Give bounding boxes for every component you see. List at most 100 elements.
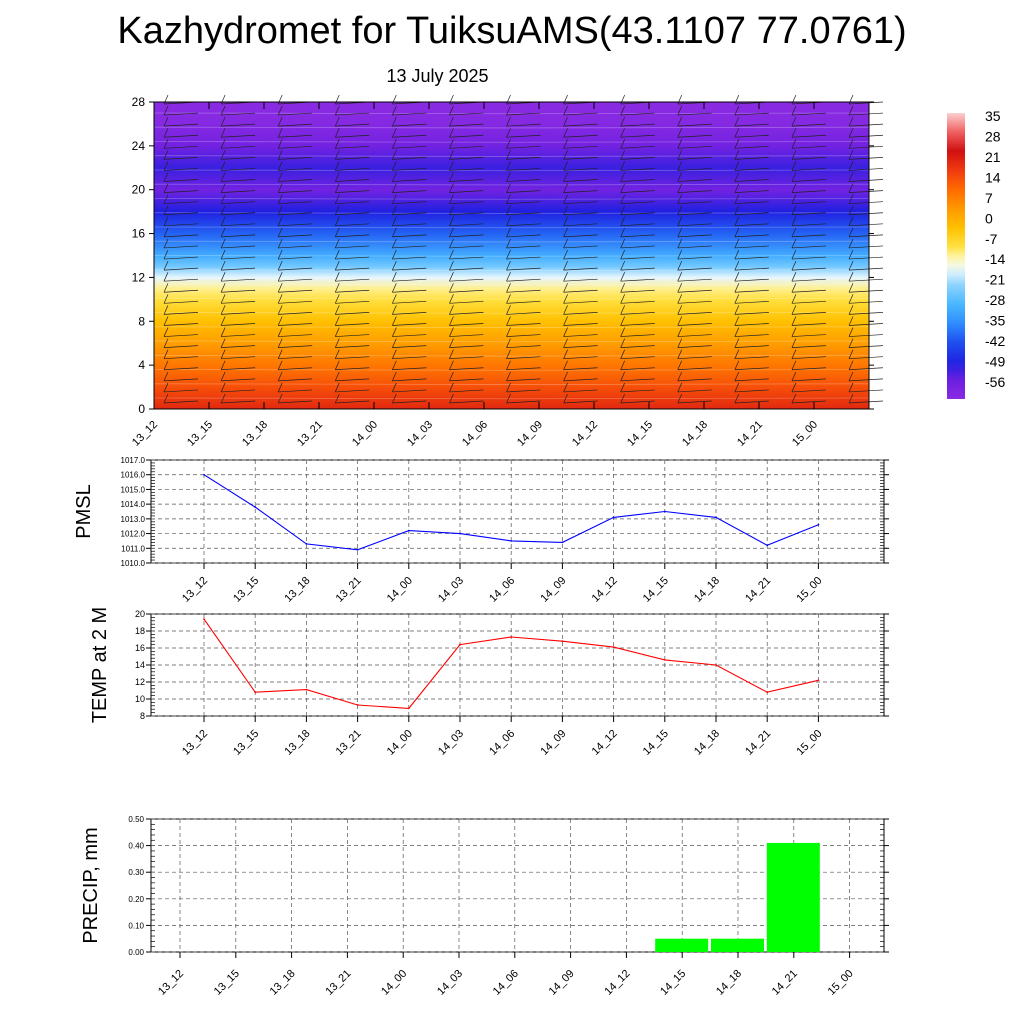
wind-barb [335,267,370,271]
wind-barb-flag [734,360,740,370]
wind-barb [449,190,484,193]
wind-barb-flag [277,338,283,348]
wind-barb [278,289,313,293]
wind-barb-flag [163,117,169,127]
wind-barb [563,190,598,193]
wind-barb-flag [563,128,568,138]
wind-barb [449,267,484,271]
wind-barb-flag [734,316,740,326]
wind-barb-flag [334,260,340,271]
wind-barb [163,389,199,393]
wind-barb-flag [848,327,854,337]
wind-barb [734,400,769,404]
wind-barb-flag [506,349,511,359]
wind-barb-flag [334,316,340,326]
wind-barb-flag [334,172,340,182]
contour-line [153,255,870,257]
wind-barb [449,256,484,260]
wind-barb [392,157,427,160]
wind-barb-flag [677,305,683,315]
x-tick-label: 14_12 [602,968,632,998]
wind-barb [734,289,769,293]
wind-barb-flag [734,216,740,226]
wind-barb-flag [392,272,397,282]
y-tick-label: 24 [132,139,146,153]
wind-barb-flag [220,393,226,404]
wind-barb [848,201,884,205]
x-tick-label: 14_12 [590,728,620,758]
wind-barb [791,168,826,171]
wind-barb-flag [848,371,854,381]
wind-barb-flag [791,338,797,348]
x-tick-label: 14_03 [435,968,465,998]
wind-barb-flag [392,227,397,238]
wind-barb [449,367,484,371]
wind-barb [506,256,541,260]
wind-barb [392,400,427,404]
wind-barb-flag [220,105,226,116]
y-tick-label: 0.50 [128,815,144,824]
wind-barb-flag [392,260,397,271]
y-tick-label: 1011.0 [121,544,145,553]
wind-barb-flag [277,371,283,381]
x-tick-label: 14_06 [487,728,517,758]
wind-barb [163,323,199,326]
wind-barb-flag [449,382,454,393]
colorbar-label: 35 [985,108,1001,124]
wind-barb-flag [563,139,568,149]
wind-barb [848,101,884,105]
precipitation-panel: 0.00 0.10 0.20 0.30 0.40 0.50 13_12 13_15 13_18 1… [80,815,889,998]
wind-barb [449,400,484,404]
contour-line [153,183,870,186]
wind-barb [335,134,370,138]
wind-barb-flag [449,216,454,226]
wind-barb-flag [677,327,683,337]
wind-barb-flag [620,249,625,260]
wind-barb [278,201,313,205]
wind-barb-flag [734,349,740,359]
wind-barb-flag [392,393,397,404]
x-tick-label: 14_18 [680,419,710,449]
wind-barb [848,345,884,348]
wind-barb-flag [392,316,397,326]
wind-barb-flag [677,150,683,160]
y-tick-label: 0 [138,402,145,416]
wind-barb-flag [449,305,454,315]
wind-barb-flag [677,183,683,193]
wind-barb-flag [563,183,568,193]
wind-barb [563,134,598,138]
wind-barb [848,334,884,337]
x-tick-label: 14_06 [491,968,521,998]
wind-barb [163,289,199,293]
wind-barb [278,367,313,371]
wind-barb [791,212,826,216]
data-point [459,643,461,646]
colorbar-label: -7 [985,231,998,247]
wind-barb-flag [449,161,454,171]
wind-barb [392,201,427,205]
wind-barb-flag [277,161,283,171]
wind-barb-flag [220,249,226,260]
data-point [305,542,308,545]
wind-barb [506,190,541,193]
wind-barb [278,400,313,404]
wind-barb [848,323,884,326]
wind-barb [791,157,826,160]
wind-barb [848,367,884,371]
wind-barb [163,168,199,171]
wind-barb [620,312,655,315]
wind-barb-flag [791,128,797,138]
wind-barb [734,334,769,337]
wind-barb [278,190,313,193]
wind-barb-flag [334,338,340,348]
wind-barb-flag [392,238,397,249]
wind-barb [335,356,370,360]
x-tick-label: 13_12 [130,419,160,449]
wind-barb [221,345,256,348]
wind-barb [335,212,370,216]
wind-barb [392,234,427,238]
wind-barb [791,312,826,315]
wind-barb-flag [563,205,568,215]
wind-barb-flag [620,260,625,271]
wind-barb-flag [734,260,740,271]
